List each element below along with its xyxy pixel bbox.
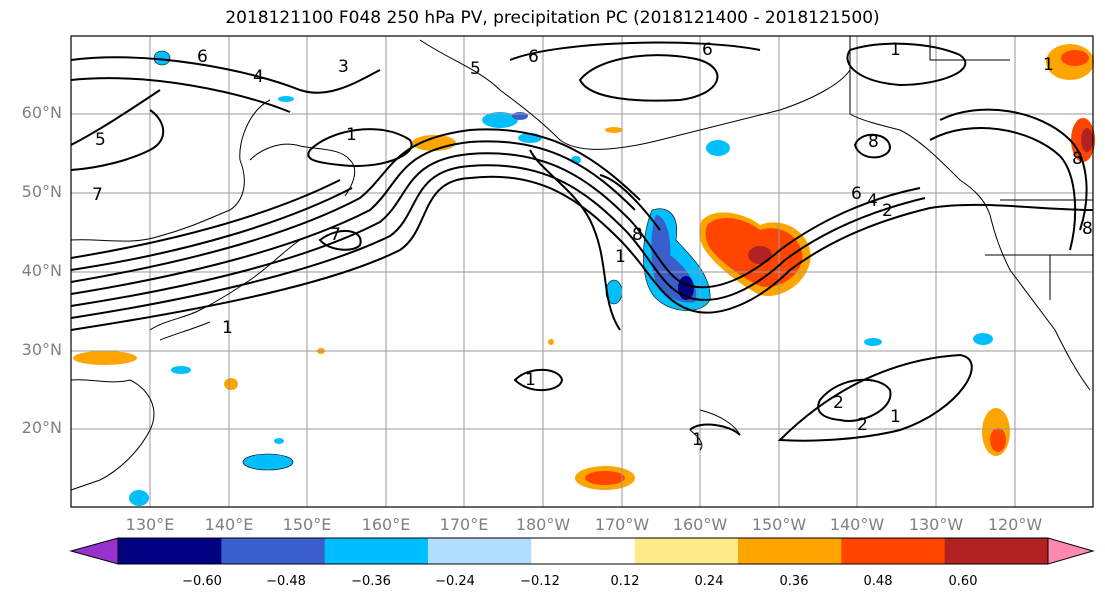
contour-label: 5 — [470, 59, 481, 79]
lon-label: 160°W — [672, 515, 728, 534]
colorbar-tick: 0.60 — [948, 574, 978, 589]
contour-labels: 6 4 3 5 6 6 7 5 1 7 8 1 1 8 6 4 2 8 8 1 … — [92, 40, 1093, 450]
colorbar-tick: 0.24 — [694, 574, 724, 589]
contour-label: 1 — [890, 407, 901, 427]
contour-label: 1 — [346, 125, 357, 145]
precip-positive-shading — [73, 44, 1095, 490]
colorbar-segment — [944, 538, 1049, 564]
lon-label: 170°W — [594, 515, 650, 534]
lon-label: 150°E — [282, 515, 332, 534]
colorbar-segment — [738, 538, 842, 564]
contour-label: 6 — [851, 184, 862, 204]
colorbar-segment — [428, 538, 532, 564]
contour-label: 7 — [92, 185, 103, 205]
colorbar-tick: −0.24 — [435, 574, 475, 589]
lon-label: 120°W — [987, 515, 1043, 534]
contour-label: 1 — [890, 40, 901, 60]
colorbar-tick: 0.36 — [779, 574, 809, 589]
colorbar-segment — [118, 538, 222, 564]
contour-label: 6 — [702, 40, 713, 60]
contour-label: 8 — [868, 132, 879, 152]
colorbar-segment — [221, 538, 326, 564]
contour-label: 4 — [253, 67, 264, 87]
pv-contours — [70, 41, 1094, 442]
map-frame — [70, 35, 1094, 508]
lon-label: 140°W — [829, 515, 885, 534]
lon-label: 170°E — [439, 515, 489, 534]
contour-label: 8 — [632, 225, 643, 245]
colorbar-tick: 0.48 — [863, 574, 893, 589]
lat-label: 40°N — [21, 261, 62, 280]
colorbar-segment — [634, 538, 739, 564]
contour-label: 1 — [525, 370, 536, 390]
contour-label: 6 — [528, 47, 539, 67]
contour-label: 1 — [1043, 55, 1054, 75]
lon-label: 130°E — [125, 515, 175, 534]
lon-label: 150°W — [751, 515, 807, 534]
lat-label: 20°N — [21, 418, 62, 437]
colorbar-tick: −0.36 — [351, 574, 391, 589]
contour-label: 6 — [197, 47, 208, 67]
colorbar-extend-min — [69, 537, 119, 565]
contour-label: 7 — [330, 225, 341, 245]
lon-label: 130°W — [908, 515, 964, 534]
contour-label: 2 — [882, 201, 893, 221]
contour-label: 8 — [1072, 149, 1083, 169]
colorbar-tick: −0.12 — [520, 574, 560, 589]
contour-label: 1 — [615, 247, 626, 267]
contour-label: 1 — [692, 430, 703, 450]
contour-label: 3 — [338, 57, 349, 77]
colorbar — [69, 537, 1095, 565]
colorbar-segment — [531, 538, 636, 564]
colorbar-tick: −0.60 — [182, 574, 222, 589]
lon-label: 140°E — [204, 515, 254, 534]
contour-label: 1 — [222, 318, 233, 338]
colorbar-segment — [841, 538, 946, 564]
lat-label: 50°N — [21, 182, 62, 201]
contour-label: 2 — [833, 393, 844, 413]
lon-label: 180°W — [515, 515, 571, 534]
colorbar-segment — [324, 538, 429, 564]
map-title: 2018121100 F048 250 hPa PV, precipitatio… — [225, 8, 880, 28]
lat-label: 30°N — [21, 340, 62, 359]
colorbar-tick: 0.12 — [610, 574, 640, 589]
colorbar-tick: −0.48 — [266, 574, 306, 589]
contour-label: 5 — [95, 130, 106, 150]
contour-label: 8 — [1082, 219, 1093, 239]
contour-label: 4 — [867, 191, 878, 211]
contour-label: 2 — [857, 415, 868, 435]
colorbar-extend-max — [1047, 537, 1095, 565]
graticule — [71, 36, 1093, 507]
lat-label: 60°N — [21, 103, 62, 122]
lon-label: 160°E — [361, 515, 411, 534]
